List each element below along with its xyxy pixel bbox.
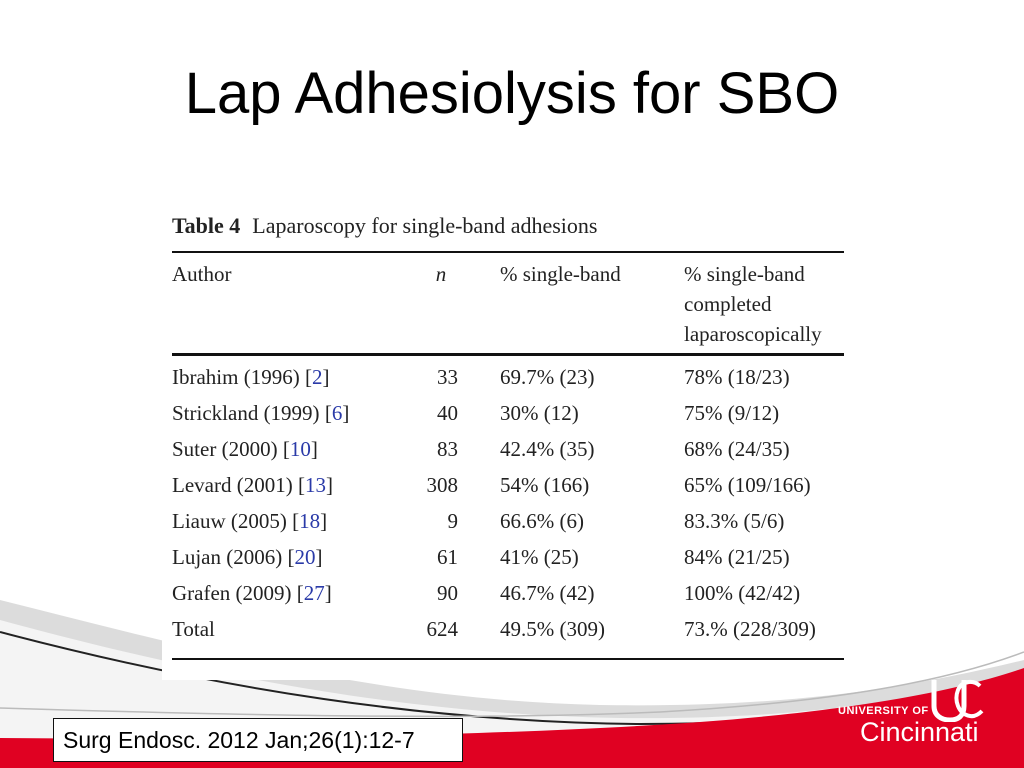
table-row: Ibrahim (1996) [2] 33 69.7% (23) 78% (18/23…: [162, 365, 864, 401]
bracket-close: ]: [342, 401, 350, 425]
bracket-open: [: [282, 437, 290, 461]
reference-link[interactable]: 27: [303, 581, 325, 605]
cell-author: Ibrahim (1996) [2]: [172, 365, 329, 390]
table-row: Strickland (1999) [6] 40 30% (12) 75% (9/12…: [162, 401, 864, 437]
author-name: Lujan (2006): [172, 545, 288, 569]
cell-single-band: 69.7% (23): [500, 365, 595, 389]
author-name: Grafen (2009): [172, 581, 297, 605]
table-row: Suter (2000) [10] 83 42.4% (35) 68% (24/35): [162, 437, 864, 473]
bracket-close: ]: [322, 365, 330, 389]
table-label: Table 4: [172, 213, 241, 238]
table-image: Table 4 Laparoscopy for single-band adhes…: [162, 197, 864, 680]
bracket-close: ]: [324, 581, 332, 605]
bracket-close: ]: [315, 545, 323, 569]
cell-single-band: 49.5% (309): [500, 617, 605, 641]
bracket-open: [: [287, 545, 295, 569]
cell-n: 83: [437, 437, 458, 461]
university-logo: UNIVERSITY OF Cincinnati: [838, 676, 998, 747]
header-completed-laparoscopically: % single-band completed laparoscopically: [684, 259, 822, 349]
cell-single-band: 54% (166): [500, 473, 590, 497]
table-header-rule: [172, 353, 844, 356]
bracket-open: [: [304, 365, 312, 389]
reference-link[interactable]: 10: [289, 437, 311, 461]
header-completed-line2: completed: [684, 292, 772, 316]
reference-link[interactable]: 13: [304, 473, 326, 497]
cell-author: Levard (2001) [13]: [172, 473, 333, 498]
reference-link[interactable]: 6: [331, 401, 343, 425]
cell-completed: 84% (21/25): [684, 545, 790, 569]
cell-single-band: 30% (12): [500, 401, 579, 425]
uc-monogram-icon: [931, 679, 984, 722]
table-row: Total 624 49.5% (309) 73.% (228/309): [162, 617, 864, 653]
header-n: n: [435, 262, 447, 286]
author-name: Levard (2001): [172, 473, 298, 497]
table-row: Levard (2001) [13] 308 54% (166) 65% (109/1…: [162, 473, 864, 509]
table-caption: Table 4 Laparoscopy for single-band adhes…: [172, 213, 597, 239]
logo-cincinnati: Cincinnati: [860, 717, 979, 747]
bracket-close: ]: [320, 509, 328, 533]
cell-author: Suter (2000) [10]: [172, 437, 318, 462]
bracket-open: [: [292, 509, 300, 533]
header-completed-line3: laparoscopically: [684, 322, 822, 346]
table-caption-text: Laparoscopy for single-band adhesions: [252, 213, 598, 238]
author-name: Total: [172, 617, 215, 641]
logo-university-of: UNIVERSITY OF: [838, 705, 929, 717]
bracket-close: ]: [325, 473, 333, 497]
cell-author: Strickland (1999) [6]: [172, 401, 349, 426]
header-single-band: % single-band: [500, 262, 621, 286]
table-row: Grafen (2009) [27] 90 46.7% (42) 100% (42/4…: [162, 581, 864, 617]
bracket-open: [: [296, 581, 304, 605]
cell-author: Liauw (2005) [18]: [172, 509, 327, 534]
cell-completed: 78% (18/23): [684, 365, 790, 389]
table-row: Liauw (2005) [18] 9 66.6% (6) 83.3% (5/6): [162, 509, 864, 545]
cell-single-band: 41% (25): [500, 545, 579, 569]
header-author: Author: [172, 262, 232, 286]
bracket-open: [: [297, 473, 305, 497]
cell-completed: 75% (9/12): [684, 401, 780, 425]
cell-n: 40: [437, 401, 458, 425]
cell-author: Lujan (2006) [20]: [172, 545, 322, 570]
cell-n: 624: [426, 617, 459, 641]
header-completed-line1: % single-band: [684, 262, 805, 286]
reference-link[interactable]: 20: [294, 545, 316, 569]
author-name: Ibrahim (1996): [172, 365, 305, 389]
cell-n: 308: [426, 473, 459, 497]
cell-completed: 65% (109/166): [684, 473, 811, 497]
cell-completed: 100% (42/42): [684, 581, 801, 605]
cell-single-band: 66.6% (6): [500, 509, 584, 533]
table-top-rule: [172, 251, 844, 253]
cell-n: 90: [437, 581, 458, 605]
cell-n: 33: [437, 365, 458, 389]
cell-completed: 68% (24/35): [684, 437, 790, 461]
author-name: Suter (2000): [172, 437, 283, 461]
table-bottom-rule: [172, 658, 844, 660]
cell-completed: 73.% (228/309): [684, 617, 816, 641]
cell-n: 61: [437, 545, 458, 569]
reference-link[interactable]: 18: [299, 509, 321, 533]
cell-single-band: 46.7% (42): [500, 581, 595, 605]
slide-title: Lap Adhesiolysis for SBO: [184, 61, 840, 126]
cell-author: Total: [172, 617, 215, 642]
author-name: Strickland (1999): [172, 401, 325, 425]
light-curve-line: [0, 651, 1024, 718]
citation-box: Surg Endosc. 2012 Jan;26(1):12-7: [53, 718, 463, 762]
author-name: Liauw (2005): [172, 509, 293, 533]
reference-link[interactable]: 2: [311, 365, 323, 389]
bracket-open: [: [324, 401, 332, 425]
cell-n: 9: [447, 509, 459, 533]
cell-single-band: 42.4% (35): [500, 437, 595, 461]
cell-completed: 83.3% (5/6): [684, 509, 785, 533]
table-row: Lujan (2006) [20] 61 41% (25) 84% (21/25): [162, 545, 864, 581]
bracket-close: ]: [310, 437, 318, 461]
cell-author: Grafen (2009) [27]: [172, 581, 332, 606]
